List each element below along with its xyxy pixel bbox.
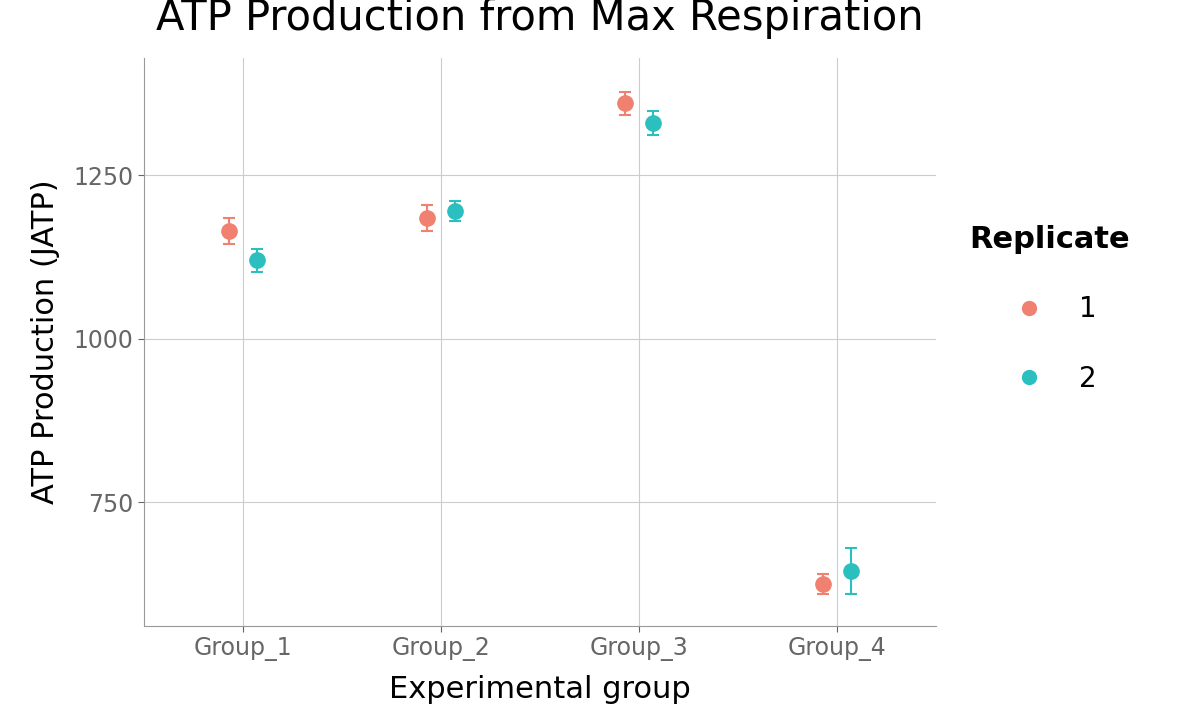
Legend: 1, 2: 1, 2 — [958, 214, 1141, 404]
Y-axis label: ATP Production (JATP): ATP Production (JATP) — [30, 180, 60, 504]
Title: ATP Production from Max Respiration: ATP Production from Max Respiration — [156, 0, 924, 39]
X-axis label: Experimental group: Experimental group — [389, 675, 691, 703]
